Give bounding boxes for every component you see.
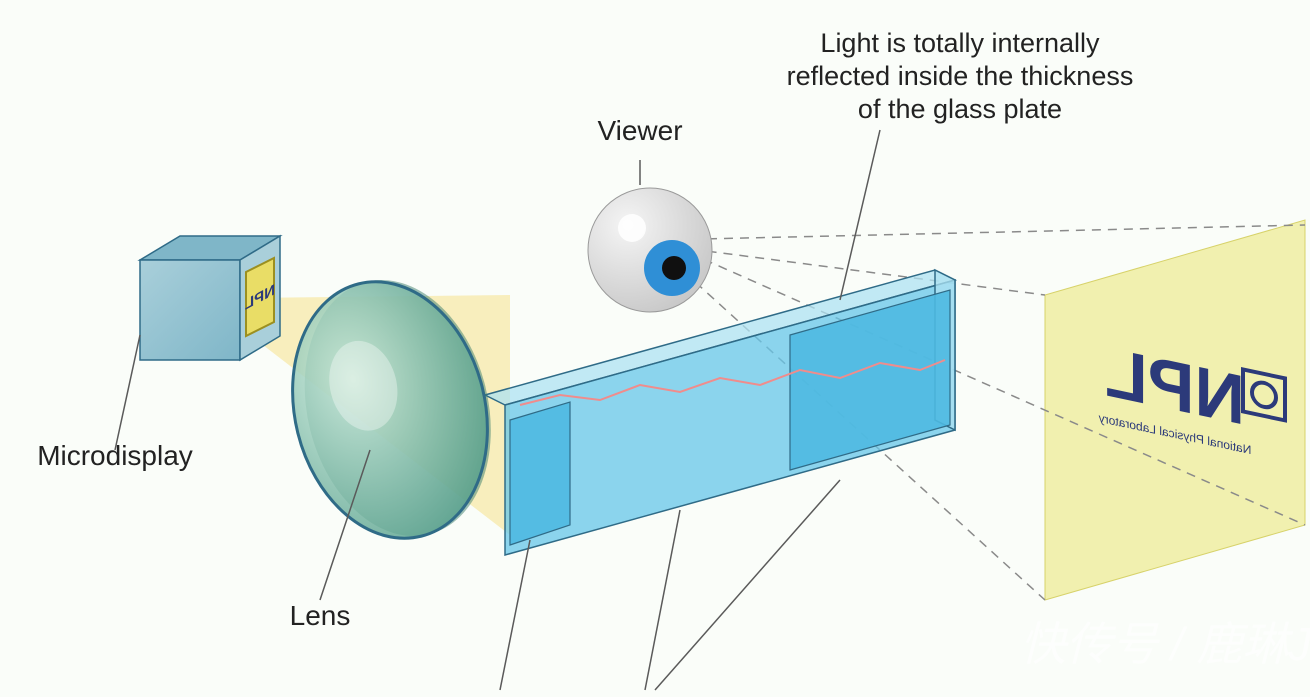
label-microdisplay: Microdisplay <box>37 440 193 471</box>
label-tir: reflected inside the thickness <box>787 61 1134 91</box>
label-tir: of the glass plate <box>858 94 1062 124</box>
in-coupler <box>510 402 570 545</box>
label-tir: Light is totally internally <box>820 28 1100 58</box>
eye-highlight <box>618 214 646 242</box>
label-lens: Lens <box>290 600 351 631</box>
label-viewer: Viewer <box>597 115 682 146</box>
eye-pupil <box>662 256 686 280</box>
watermark: 快传号 / 鹿琳JJ <box>1020 618 1310 670</box>
microdisplay-front <box>140 260 240 360</box>
